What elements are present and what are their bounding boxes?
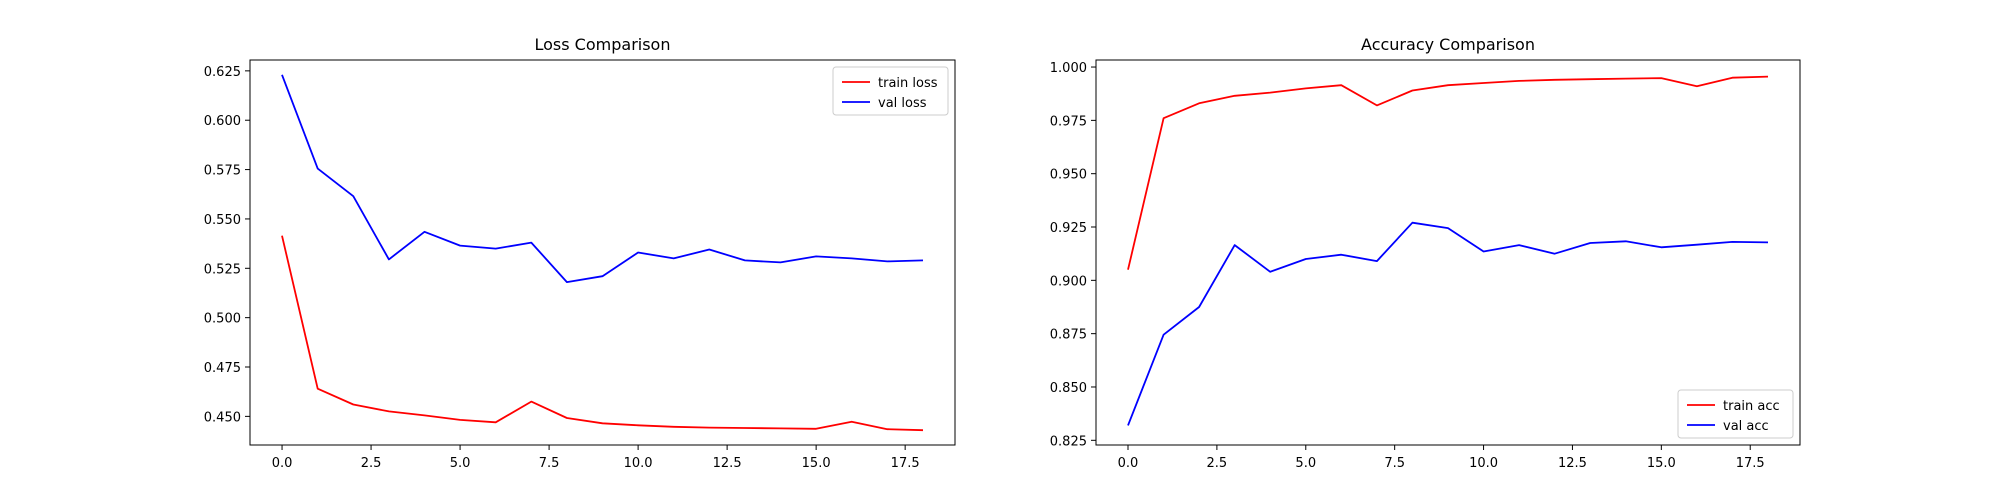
x-tick-label: 7.5 xyxy=(1384,456,1405,471)
x-tick-label: 12.5 xyxy=(713,456,742,471)
plot-frame xyxy=(249,59,956,446)
y-tick-label: 0.825 xyxy=(1050,434,1087,449)
legend-label: train loss xyxy=(878,76,938,91)
series-line-val-acc xyxy=(1127,221,1769,426)
x-tick-label: 0.0 xyxy=(1118,456,1139,471)
x-tick-label: 10.0 xyxy=(624,456,653,471)
legend-box xyxy=(1677,389,1794,439)
x-tick-label: 10.0 xyxy=(1469,456,1498,471)
legend-label: val loss xyxy=(878,96,927,111)
series-line-train-loss xyxy=(281,235,924,432)
x-tick-label: 5.0 xyxy=(1295,456,1316,471)
x-tick-label: 15.0 xyxy=(1647,456,1676,471)
legend-box xyxy=(832,66,949,116)
x-tick-label: 2.5 xyxy=(361,456,382,471)
y-tick-label: 0.950 xyxy=(1050,168,1087,183)
plot-frame xyxy=(1095,59,1801,446)
x-tick-label: 17.5 xyxy=(1736,456,1765,471)
x-tick-label: 17.5 xyxy=(891,456,920,471)
x-tick-label: 5.0 xyxy=(450,456,471,471)
chart-panel-1: Accuracy Comparison 0.0 2.5 5.0 7.5 10.0 12.5 1… xyxy=(1050,35,1801,471)
y-tick-label: 0.500 xyxy=(204,312,241,327)
y-tick-label: 0.475 xyxy=(204,361,241,376)
legend: train acc val acc xyxy=(1677,389,1794,439)
chart-title: Loss Comparison xyxy=(535,35,671,54)
y-tick-label: 1.000 xyxy=(1050,61,1087,76)
series-line-val-loss xyxy=(281,74,924,284)
y-tick-label: 0.975 xyxy=(1050,114,1087,129)
y-tick-label: 0.625 xyxy=(204,65,241,80)
y-tick-label: 0.925 xyxy=(1050,221,1087,236)
x-tick-label: 12.5 xyxy=(1558,456,1587,471)
y-tick-label: 0.875 xyxy=(1050,328,1087,343)
x-tick-label: 7.5 xyxy=(539,456,560,471)
y-tick-label: 0.525 xyxy=(204,262,241,277)
x-tick-label: 0.0 xyxy=(272,456,293,471)
x-tick-label: 2.5 xyxy=(1207,456,1228,471)
legend: train loss val loss xyxy=(832,66,949,116)
legend-label: train acc xyxy=(1723,399,1780,414)
y-tick-label: 0.575 xyxy=(204,164,241,179)
x-tick-label: 15.0 xyxy=(802,456,831,471)
y-tick-label: 0.600 xyxy=(204,114,241,129)
series-line-train-acc xyxy=(1127,75,1769,270)
y-tick-label: 0.450 xyxy=(204,410,241,425)
y-tick-label: 0.850 xyxy=(1050,381,1087,396)
chart-title: Accuracy Comparison xyxy=(1361,35,1535,54)
chart-panel-0: Loss Comparison 0.0 2.5 5.0 7.5 10.0 12.5 15.0 1… xyxy=(204,35,956,471)
y-tick-label: 0.900 xyxy=(1050,274,1087,289)
legend-label: val acc xyxy=(1723,419,1769,434)
y-tick-label: 0.550 xyxy=(204,213,241,228)
